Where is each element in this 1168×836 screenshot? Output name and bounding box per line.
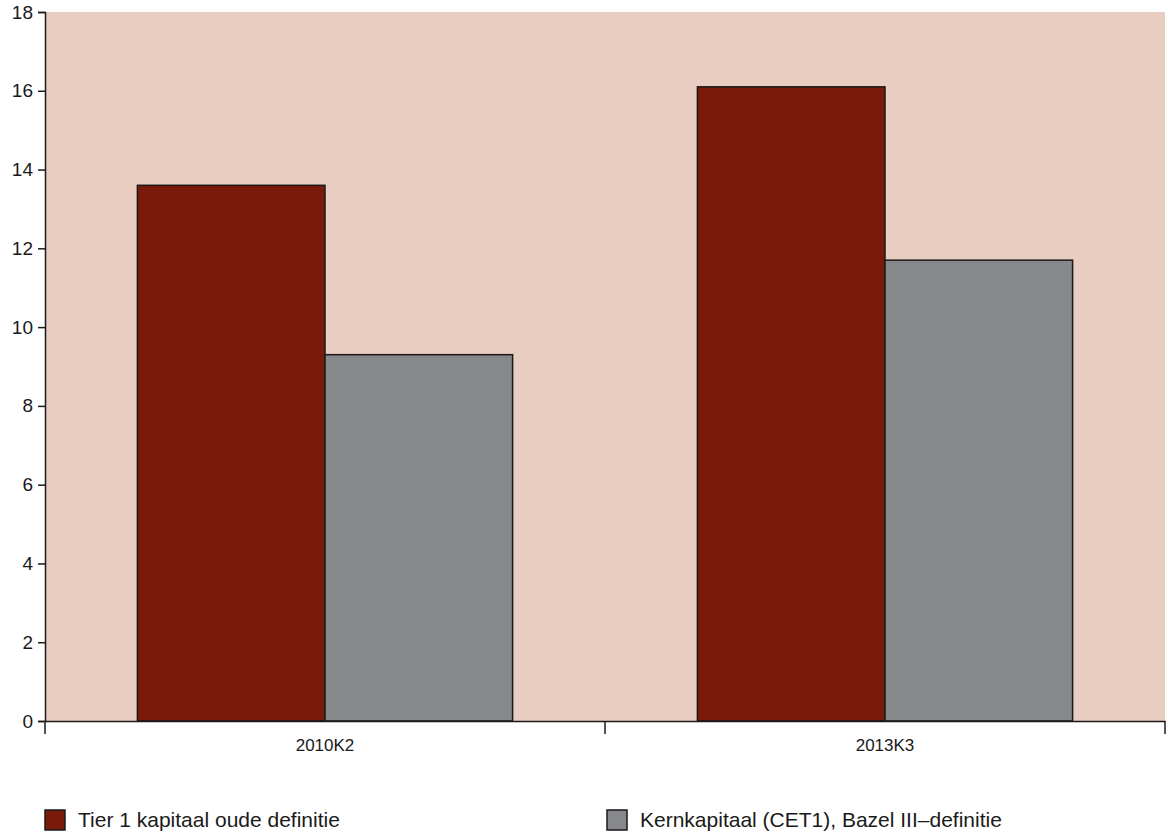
y-tick: 10 <box>12 317 45 338</box>
y-tick-mark <box>38 406 45 408</box>
y-tick-label: 10 <box>12 317 33 338</box>
y-tick-label: 4 <box>22 553 33 574</box>
y-tick: 18 <box>12 2 45 23</box>
legend-swatch <box>45 810 65 830</box>
y-tick-mark <box>38 721 45 723</box>
legend-label: Tier 1 kapitaal oude definitie <box>78 808 340 831</box>
category-separator <box>1164 721 1166 734</box>
x-tick: 2013K3 <box>856 721 915 755</box>
legend-item: Tier 1 kapitaal oude definitie <box>45 808 340 831</box>
y-tick-mark <box>38 91 45 93</box>
bar <box>325 355 513 721</box>
y-tick: 0 <box>22 711 45 732</box>
y-tick-mark <box>38 642 45 644</box>
category-separator <box>44 721 46 734</box>
y-tick-label: 2 <box>22 632 33 653</box>
y-tick-mark <box>38 248 45 250</box>
y-tick: 8 <box>22 395 45 416</box>
chart: 0 2 4 6 8 10 12 14 16 18 2010K2 2013K3 Tier 1 kapita… <box>0 0 1168 836</box>
bar <box>885 260 1073 721</box>
y-tick-label: 6 <box>22 474 33 495</box>
y-tick-mark <box>38 327 45 329</box>
y-tick: 14 <box>12 159 45 180</box>
x-tick-label: 2010K2 <box>296 736 355 755</box>
y-tick-label: 8 <box>22 395 33 416</box>
legend-swatch <box>607 810 627 830</box>
category-separator <box>604 721 606 734</box>
y-tick-mark <box>38 563 45 565</box>
y-tick-label: 0 <box>22 711 33 732</box>
y-tick-label: 18 <box>12 2 33 23</box>
legend: Tier 1 kapitaal oude definitie Kernkapita… <box>45 808 1002 831</box>
x-tick: 2010K2 <box>296 721 355 755</box>
bars <box>137 87 1072 721</box>
plot: 0 2 4 6 8 10 12 14 16 18 2010K2 2013K3 <box>12 2 1166 755</box>
bar <box>697 87 885 721</box>
y-tick: 2 <box>22 632 45 653</box>
y-tick-mark <box>38 12 45 14</box>
bar <box>137 185 325 721</box>
y-tick: 4 <box>22 553 45 574</box>
y-tick: 16 <box>12 80 45 101</box>
plot-background <box>45 12 1165 721</box>
legend-item: Kernkapitaal (CET1), Bazel III–definitie <box>607 808 1002 831</box>
y-tick-mark <box>38 169 45 171</box>
y-tick-label: 16 <box>12 80 33 101</box>
y-tick-label: 12 <box>12 238 33 259</box>
y-tick-mark <box>38 484 45 486</box>
x-tick-label: 2013K3 <box>856 736 915 755</box>
y-axis: 0 2 4 6 8 10 12 14 16 18 <box>12 2 46 732</box>
y-tick-label: 14 <box>12 159 34 180</box>
y-tick: 12 <box>12 238 45 259</box>
y-tick: 6 <box>22 474 45 495</box>
legend-label: Kernkapitaal (CET1), Bazel III–definitie <box>640 808 1002 831</box>
x-axis: 2010K2 2013K3 <box>45 721 1166 755</box>
y-axis-line <box>38 13 46 722</box>
